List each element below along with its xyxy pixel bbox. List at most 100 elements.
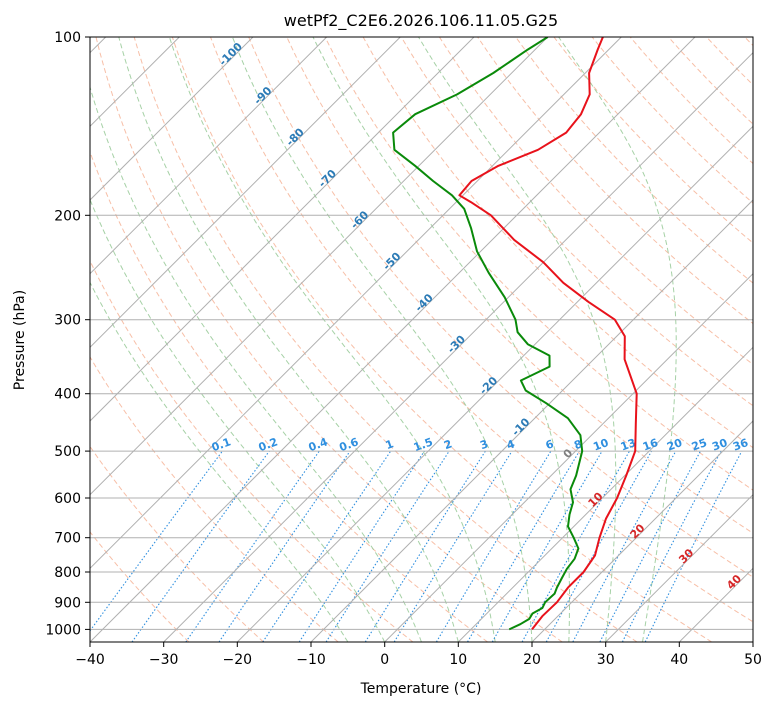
dry-adiabat-line [400, 37, 753, 407]
moist-adiabat-line [231, 37, 533, 642]
mixing-ratio-label: 20 [665, 436, 684, 454]
isotherm-line [384, 272, 753, 642]
mixing-ratio-label: 25 [690, 436, 709, 453]
isotherm-line [605, 493, 753, 642]
mixing-ratio-label: 1 [384, 437, 396, 452]
dry-adiabat-line [591, 37, 753, 204]
x-tick-label: 20 [523, 652, 541, 668]
y-tick-label: 300 [54, 313, 81, 329]
mixing-ratio-line [185, 450, 320, 642]
dry-adiabat-line [438, 37, 753, 365]
mixing-ratio-line [298, 450, 425, 642]
moist-adiabat-line [90, 281, 349, 642]
mixing-ratio-label: 0.6 [338, 435, 361, 454]
moist-adiabat-line [168, 37, 496, 642]
mixing-ratio-label: 0.2 [257, 435, 280, 454]
x-tick-label: −40 [75, 652, 105, 668]
mixing-ratio-line [599, 450, 701, 642]
moist-adiabat-line [558, 37, 677, 642]
mixing-ratio-label: 30 [710, 436, 729, 454]
mixing-ratio-line [572, 450, 677, 642]
mixing-ratio-label: 36 [731, 436, 750, 454]
temperature-profile-line [458, 37, 638, 631]
chart-title: wetPf2_C2E6.2026.106.11.05.G25 [284, 11, 558, 31]
isotherm-line [90, 37, 254, 201]
mixing-ratio-line [364, 450, 486, 642]
x-tick-label: −20 [223, 652, 253, 668]
mixing-ratio-label: 4 [505, 437, 517, 452]
mixing-ratio-line [131, 450, 270, 642]
dry-adiabat-line [248, 37, 753, 578]
x-tick-label: −30 [149, 652, 179, 668]
x-tick-label: 10 [449, 652, 467, 668]
moist-adiabat-line [418, 37, 617, 642]
moist-adiabat-line [118, 37, 459, 642]
mixing-ratio-label: 0.1 [210, 435, 233, 454]
dry-adiabat-line [90, 531, 190, 642]
mixing-ratio-label: 3 [478, 437, 490, 452]
moist-adiabat-line [312, 37, 570, 642]
x-axis-title: Temperature (°C) [360, 681, 482, 697]
x-tick-label: 40 [670, 652, 688, 668]
mixing-ratio-line [644, 450, 743, 642]
isotherm-line [310, 199, 753, 642]
isotherm-line [531, 420, 753, 642]
isotherm-line [236, 125, 753, 642]
y-tick-label: 400 [54, 387, 81, 403]
mixing-ratio-line [90, 450, 223, 632]
dry-adiabat-line [286, 37, 753, 534]
mixing-ratio-label: 13 [619, 436, 638, 453]
isotherm-line [457, 346, 753, 642]
plot-area: 0.1 0.2 0.4 0.6 1 1.5 2 3 4 6 8 10 13 16 20 25 30 36-100-… [90, 37, 753, 642]
x-axis-ticks: −40 −30 −20 −10 0 10 20 30 40 50 [75, 642, 762, 668]
isotherm-line [90, 37, 622, 570]
x-tick-label: −10 [296, 652, 326, 668]
dry-adiabat-line [90, 259, 414, 642]
dry-adiabat-line [95, 37, 563, 642]
isotherms [90, 37, 753, 642]
mixing-ratio-label: 2 [442, 437, 454, 452]
y-tick-label: 800 [54, 565, 81, 581]
x-tick-label: 30 [597, 652, 615, 668]
isotherm-line [163, 51, 753, 642]
pressure-gridlines [90, 37, 753, 630]
isotherm-line [90, 37, 696, 642]
y-axis-ticks: 1000 900 800 700 600 500 400 300 200 100 [45, 30, 90, 638]
mixing-ratio-label: 0.4 [307, 435, 330, 454]
y-tick-label: 600 [54, 491, 81, 507]
mixing-ratio-label: 16 [641, 436, 660, 454]
y-tick-label: 100 [54, 30, 81, 46]
y-tick-label: 900 [54, 595, 81, 611]
x-tick-label: 50 [744, 652, 762, 668]
y-tick-label: 1000 [45, 622, 81, 638]
dry-adiabat-line [133, 37, 638, 642]
mixing-ratio-label: 6 [544, 437, 556, 452]
mixing-ratio-line [491, 450, 603, 642]
dry-adiabat-line [90, 355, 339, 642]
dewpoint-profile-line [392, 37, 584, 631]
isotherm-line [90, 37, 475, 422]
mixing-ratio-line [218, 450, 351, 642]
moist-adiabat-line [90, 198, 386, 642]
dry-adiabat-line [171, 37, 712, 642]
isotherm-line [90, 37, 328, 275]
y-tick-label: 500 [54, 444, 81, 460]
moist-adiabats [90, 37, 677, 642]
sounding-series [392, 37, 638, 631]
mixing-ratio-line [393, 450, 513, 642]
y-tick-label: 200 [54, 208, 81, 224]
isotherm-line [90, 37, 401, 349]
isotherm-line [90, 37, 549, 496]
mixing-ratio-label: 8 [572, 437, 584, 452]
mixing-ratio-label: 1.5 [412, 435, 435, 454]
x-tick-label: 0 [380, 652, 389, 668]
mixing-ratio-line [325, 450, 450, 642]
y-axis-title: Pressure (hPa) [12, 290, 28, 390]
plot-frame [89, 36, 754, 643]
dry-adiabat-line [553, 37, 753, 244]
mixing-ratio-label: 10 [591, 436, 610, 454]
dry-adiabat-line [90, 150, 488, 642]
dry-adiabat-line [477, 37, 753, 325]
